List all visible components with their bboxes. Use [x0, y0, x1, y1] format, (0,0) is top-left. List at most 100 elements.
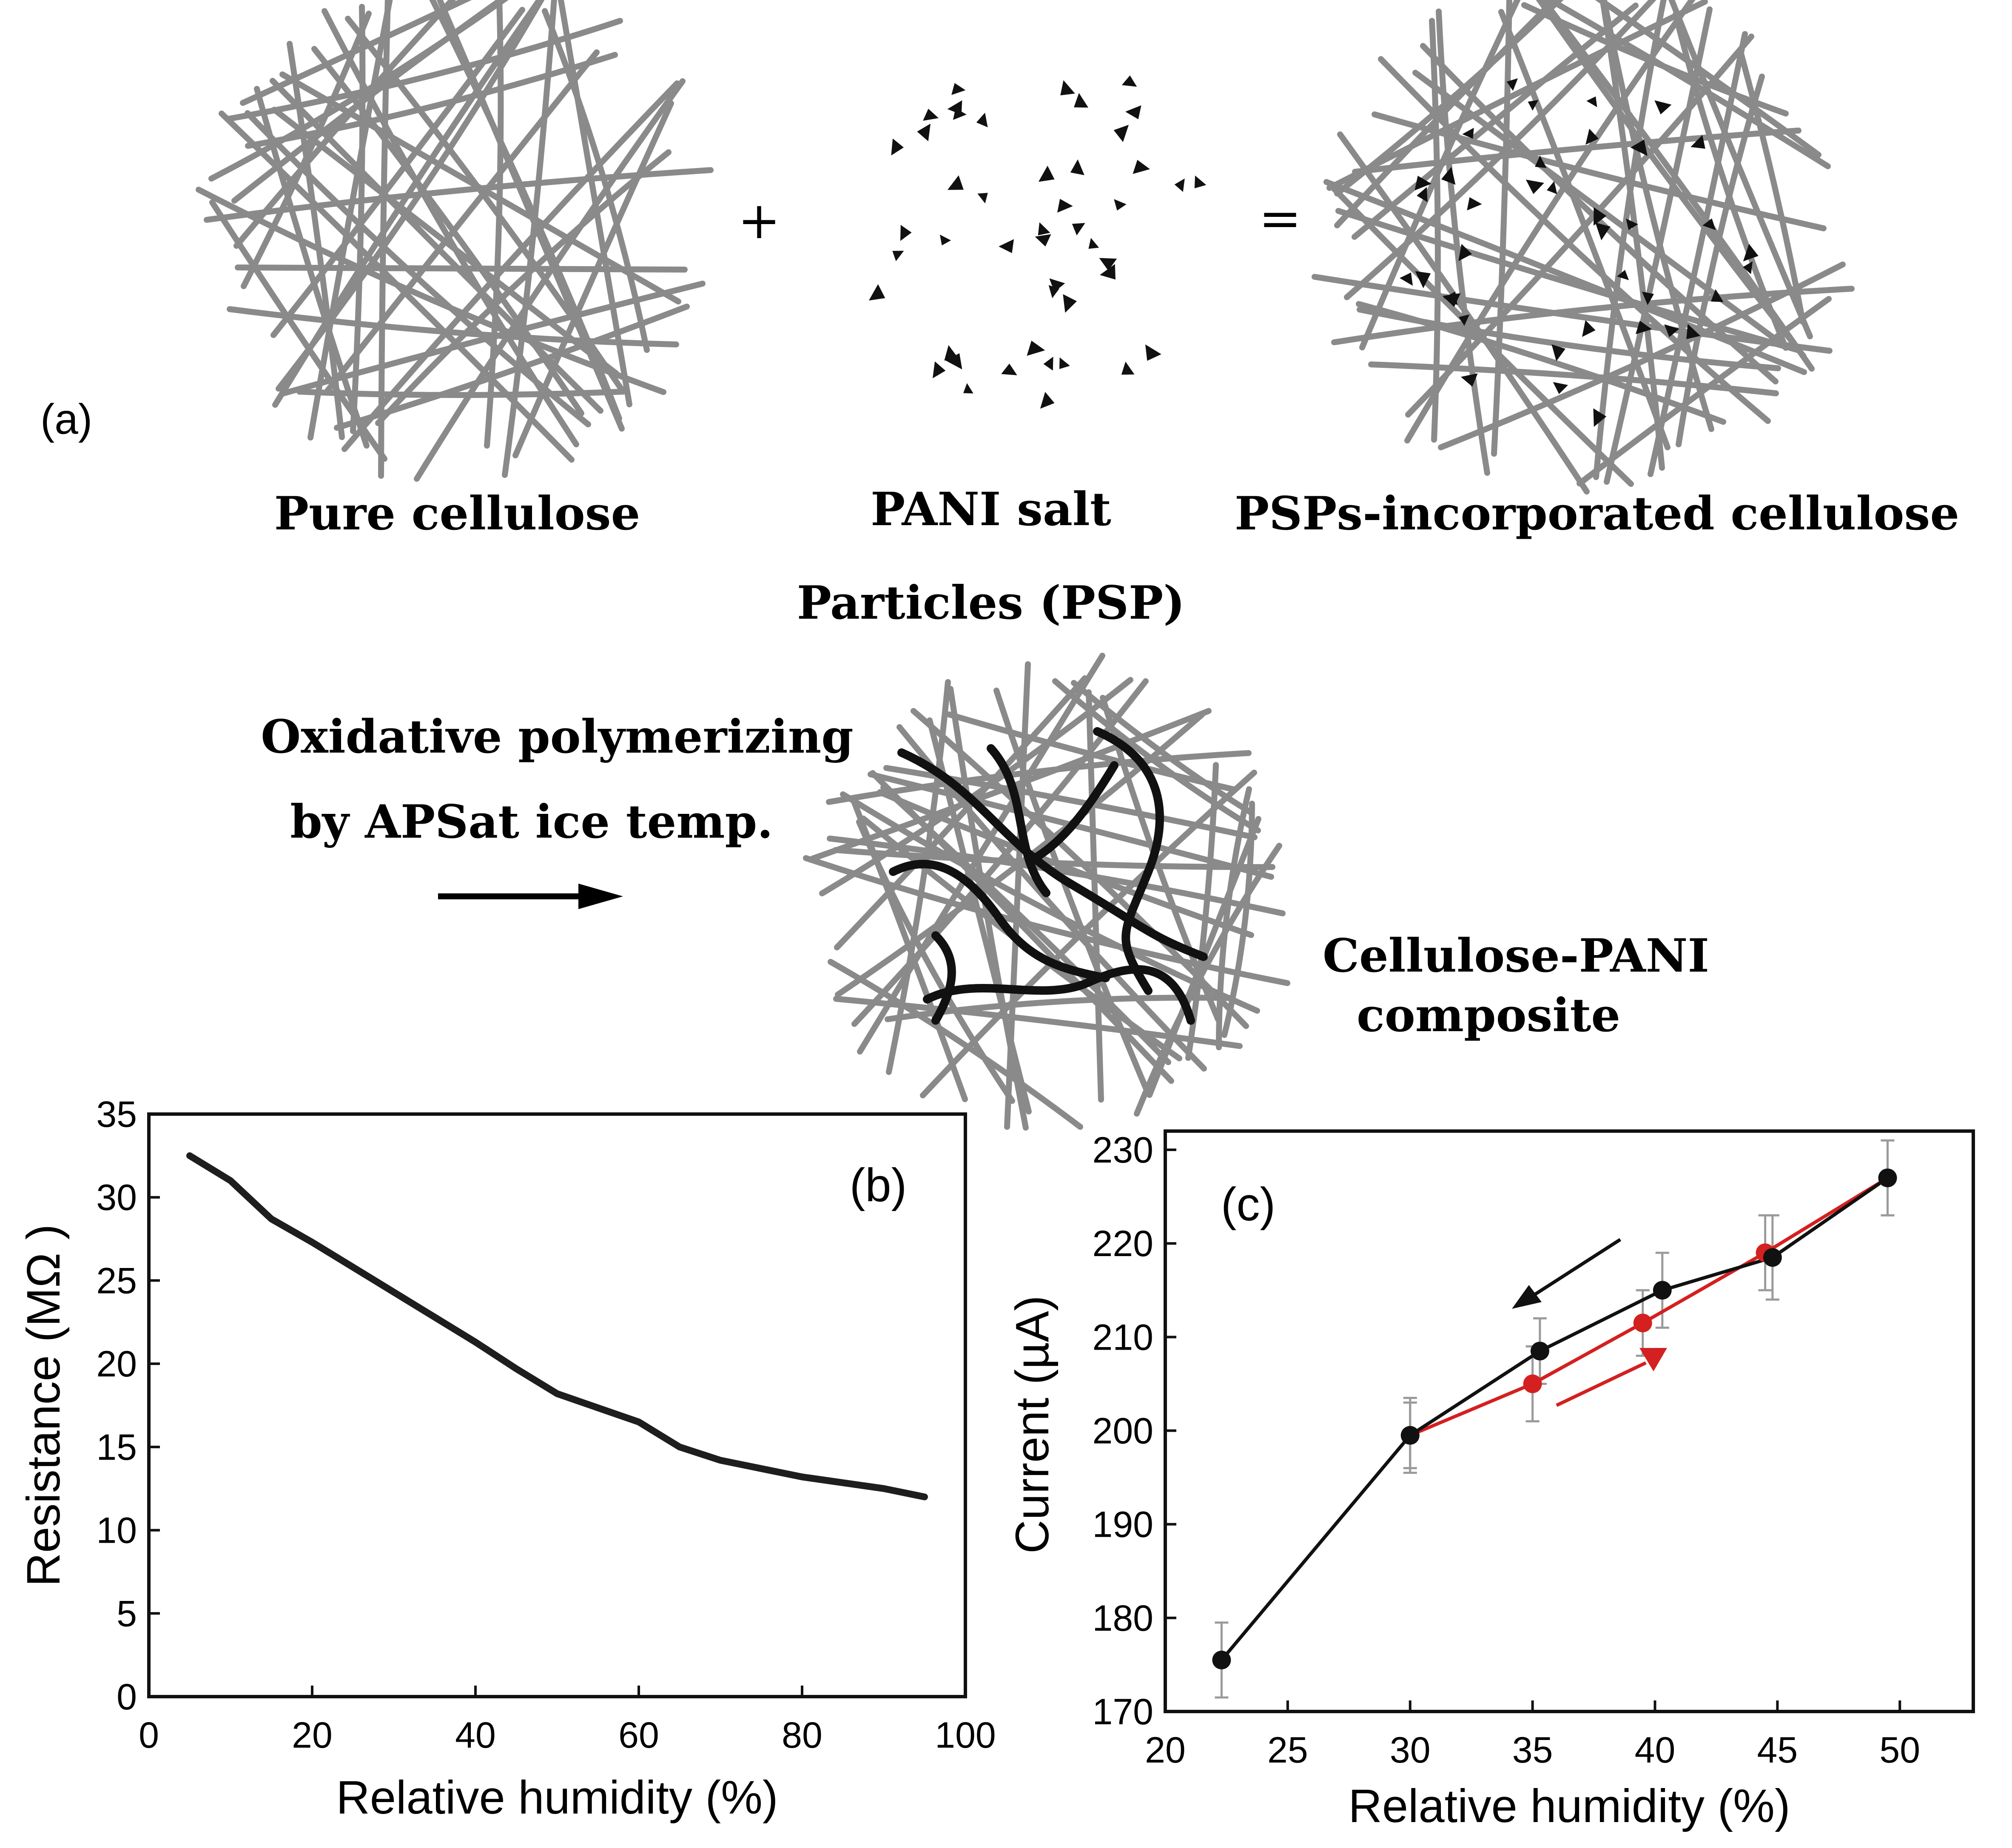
cellulose-fiber — [819, 677, 1133, 896]
cellulose-fiber — [307, 0, 393, 441]
decreasing-series-line — [1220, 1176, 1889, 1661]
pani-salt-particle — [1442, 293, 1461, 307]
composite-label-line-2: composite — [1357, 989, 1620, 1042]
y-tick-label: 20 — [96, 1344, 137, 1385]
cellulose-fiber — [512, 100, 674, 458]
cellulose-fiber — [375, 149, 672, 426]
cellulose-fiber — [350, 4, 366, 434]
cellulose-fiber — [1326, 0, 1708, 191]
cellulose-fiber — [209, 199, 387, 462]
pani-salt-particles — [868, 75, 1207, 409]
increasing-direction-arrow — [1556, 1348, 1667, 1407]
cellulose-fiber — [270, 7, 525, 338]
pani-salt-particle — [1038, 165, 1055, 182]
pani-salt-particle — [1174, 178, 1185, 192]
pani-salt-particle — [947, 175, 964, 190]
pani-salt-particle — [1088, 238, 1099, 249]
cellulose-fiber — [911, 708, 1249, 1029]
cellulose-fiber — [1344, 0, 1656, 300]
y-axis-ticks-b: 0 5 10 15 20 25 30 35 — [96, 1094, 160, 1717]
pani-salt-particle — [1690, 135, 1705, 149]
pure-cellulose-network — [196, 0, 714, 482]
resistance-line — [186, 1152, 928, 1501]
cellulose-fiber — [296, 389, 626, 398]
pani-salt-particle — [1059, 357, 1070, 369]
pani-salt-particle — [891, 138, 904, 156]
x-axis-label-c: Relative humidity (%) — [1348, 1780, 1790, 1832]
cellulose-fiber — [1312, 274, 1833, 354]
cellulose-fiber — [1673, 11, 1789, 351]
pani-salt-particle — [1113, 125, 1129, 142]
cellulose-fiber — [1420, 43, 1779, 384]
cellulose-fiber — [826, 750, 1252, 805]
pani-salt-particle — [1459, 314, 1470, 326]
cellulose-fiber — [1071, 680, 1253, 815]
pani-salt-particle — [1506, 78, 1518, 91]
cellulose-pani-composite-network — [803, 653, 1290, 1131]
pani-salt-particle — [939, 234, 951, 246]
composite-label-line-1: Cellulose-PANI — [1323, 929, 1709, 983]
pani-salt-particle — [1642, 291, 1654, 305]
cellulose-fiber — [204, 167, 714, 223]
cellulose-fiber — [803, 855, 1290, 986]
y-axis-label-b: Resistance (MΩ ) — [17, 1224, 70, 1586]
panel-label-c: (c) — [1221, 1178, 1275, 1231]
pani-salt-particle — [1743, 244, 1759, 262]
x-tick-label: 45 — [1757, 1730, 1798, 1771]
pani-salt-particle — [1114, 199, 1127, 211]
pani-salt-particle — [1467, 197, 1482, 210]
y-tick-label: 200 — [1093, 1411, 1154, 1452]
pani-salt-particle — [933, 361, 946, 378]
pani-salt-particle — [1525, 179, 1544, 194]
cellulose-fiber — [870, 770, 1174, 1084]
decreasing-data-point — [1653, 1281, 1672, 1300]
x-axis-label-b: Relative humidity (%) — [336, 1771, 778, 1824]
x-tick-label: 35 — [1512, 1730, 1553, 1771]
pani-salt-particle — [923, 108, 939, 121]
pani-salt-particle — [1121, 361, 1135, 375]
cellulose-fiber — [1668, 0, 1813, 339]
pani-salt-particle — [917, 123, 931, 142]
pani-salt-particle — [1145, 344, 1161, 361]
pani-salt-particle — [1743, 261, 1753, 274]
process-arrow — [438, 884, 623, 909]
x-axis-ticks-b: 0 20 40 60 80 100 — [139, 1686, 996, 1756]
y-tick-label: 170 — [1093, 1692, 1154, 1732]
cellulose-fiber — [1334, 0, 1559, 228]
pani-salt-particle — [1063, 294, 1077, 313]
x-tick-label: 100 — [935, 1715, 996, 1756]
pani-salt-particle — [1072, 223, 1085, 236]
y-tick-label: 0 — [117, 1677, 137, 1717]
cellulose-fiber — [414, 78, 686, 482]
pani-salt-particle — [1027, 341, 1045, 356]
pani-salt-particle — [977, 193, 988, 204]
pani-salt-particle — [976, 112, 988, 128]
pani-salt-particle — [1553, 382, 1568, 394]
psp-incorporated-cellulose-network — [1312, 0, 1855, 495]
pani-salt-particle — [1415, 271, 1431, 288]
pani-salt-particle — [1441, 167, 1456, 185]
cellulose-fiber — [341, 80, 680, 452]
series-c — [1212, 1139, 1897, 1699]
cellulose-fiber — [1536, 0, 1807, 359]
pani-chain — [931, 931, 956, 1025]
pure-cellulose-label: Pure cellulose — [274, 487, 640, 540]
pani-salt-particle — [1049, 278, 1065, 292]
cellulose-fiber — [1331, 286, 1855, 345]
pani-salt-particle — [1099, 258, 1117, 271]
cellulose-fiber — [1676, 74, 1765, 447]
cellulose-fiber — [1352, 128, 1801, 175]
cellulose-fiber — [245, 110, 591, 427]
plot-frame-b — [147, 1112, 967, 1698]
pani-salt-particle — [1654, 100, 1672, 115]
psp-incorporated-label: PSPs-incorporated cellulose — [1235, 487, 1959, 540]
pani-salt-particle — [892, 250, 904, 262]
cellulose-fiber — [833, 996, 1243, 1049]
plus-sign: + — [738, 191, 781, 250]
pani-salt-particle — [1595, 222, 1611, 241]
cellulose-fiber — [1405, 34, 1754, 418]
x-tick-label: 20 — [292, 1715, 333, 1756]
series-b — [186, 1152, 928, 1501]
y-tick-label: 35 — [96, 1094, 137, 1135]
pani-chain — [1029, 761, 1118, 863]
